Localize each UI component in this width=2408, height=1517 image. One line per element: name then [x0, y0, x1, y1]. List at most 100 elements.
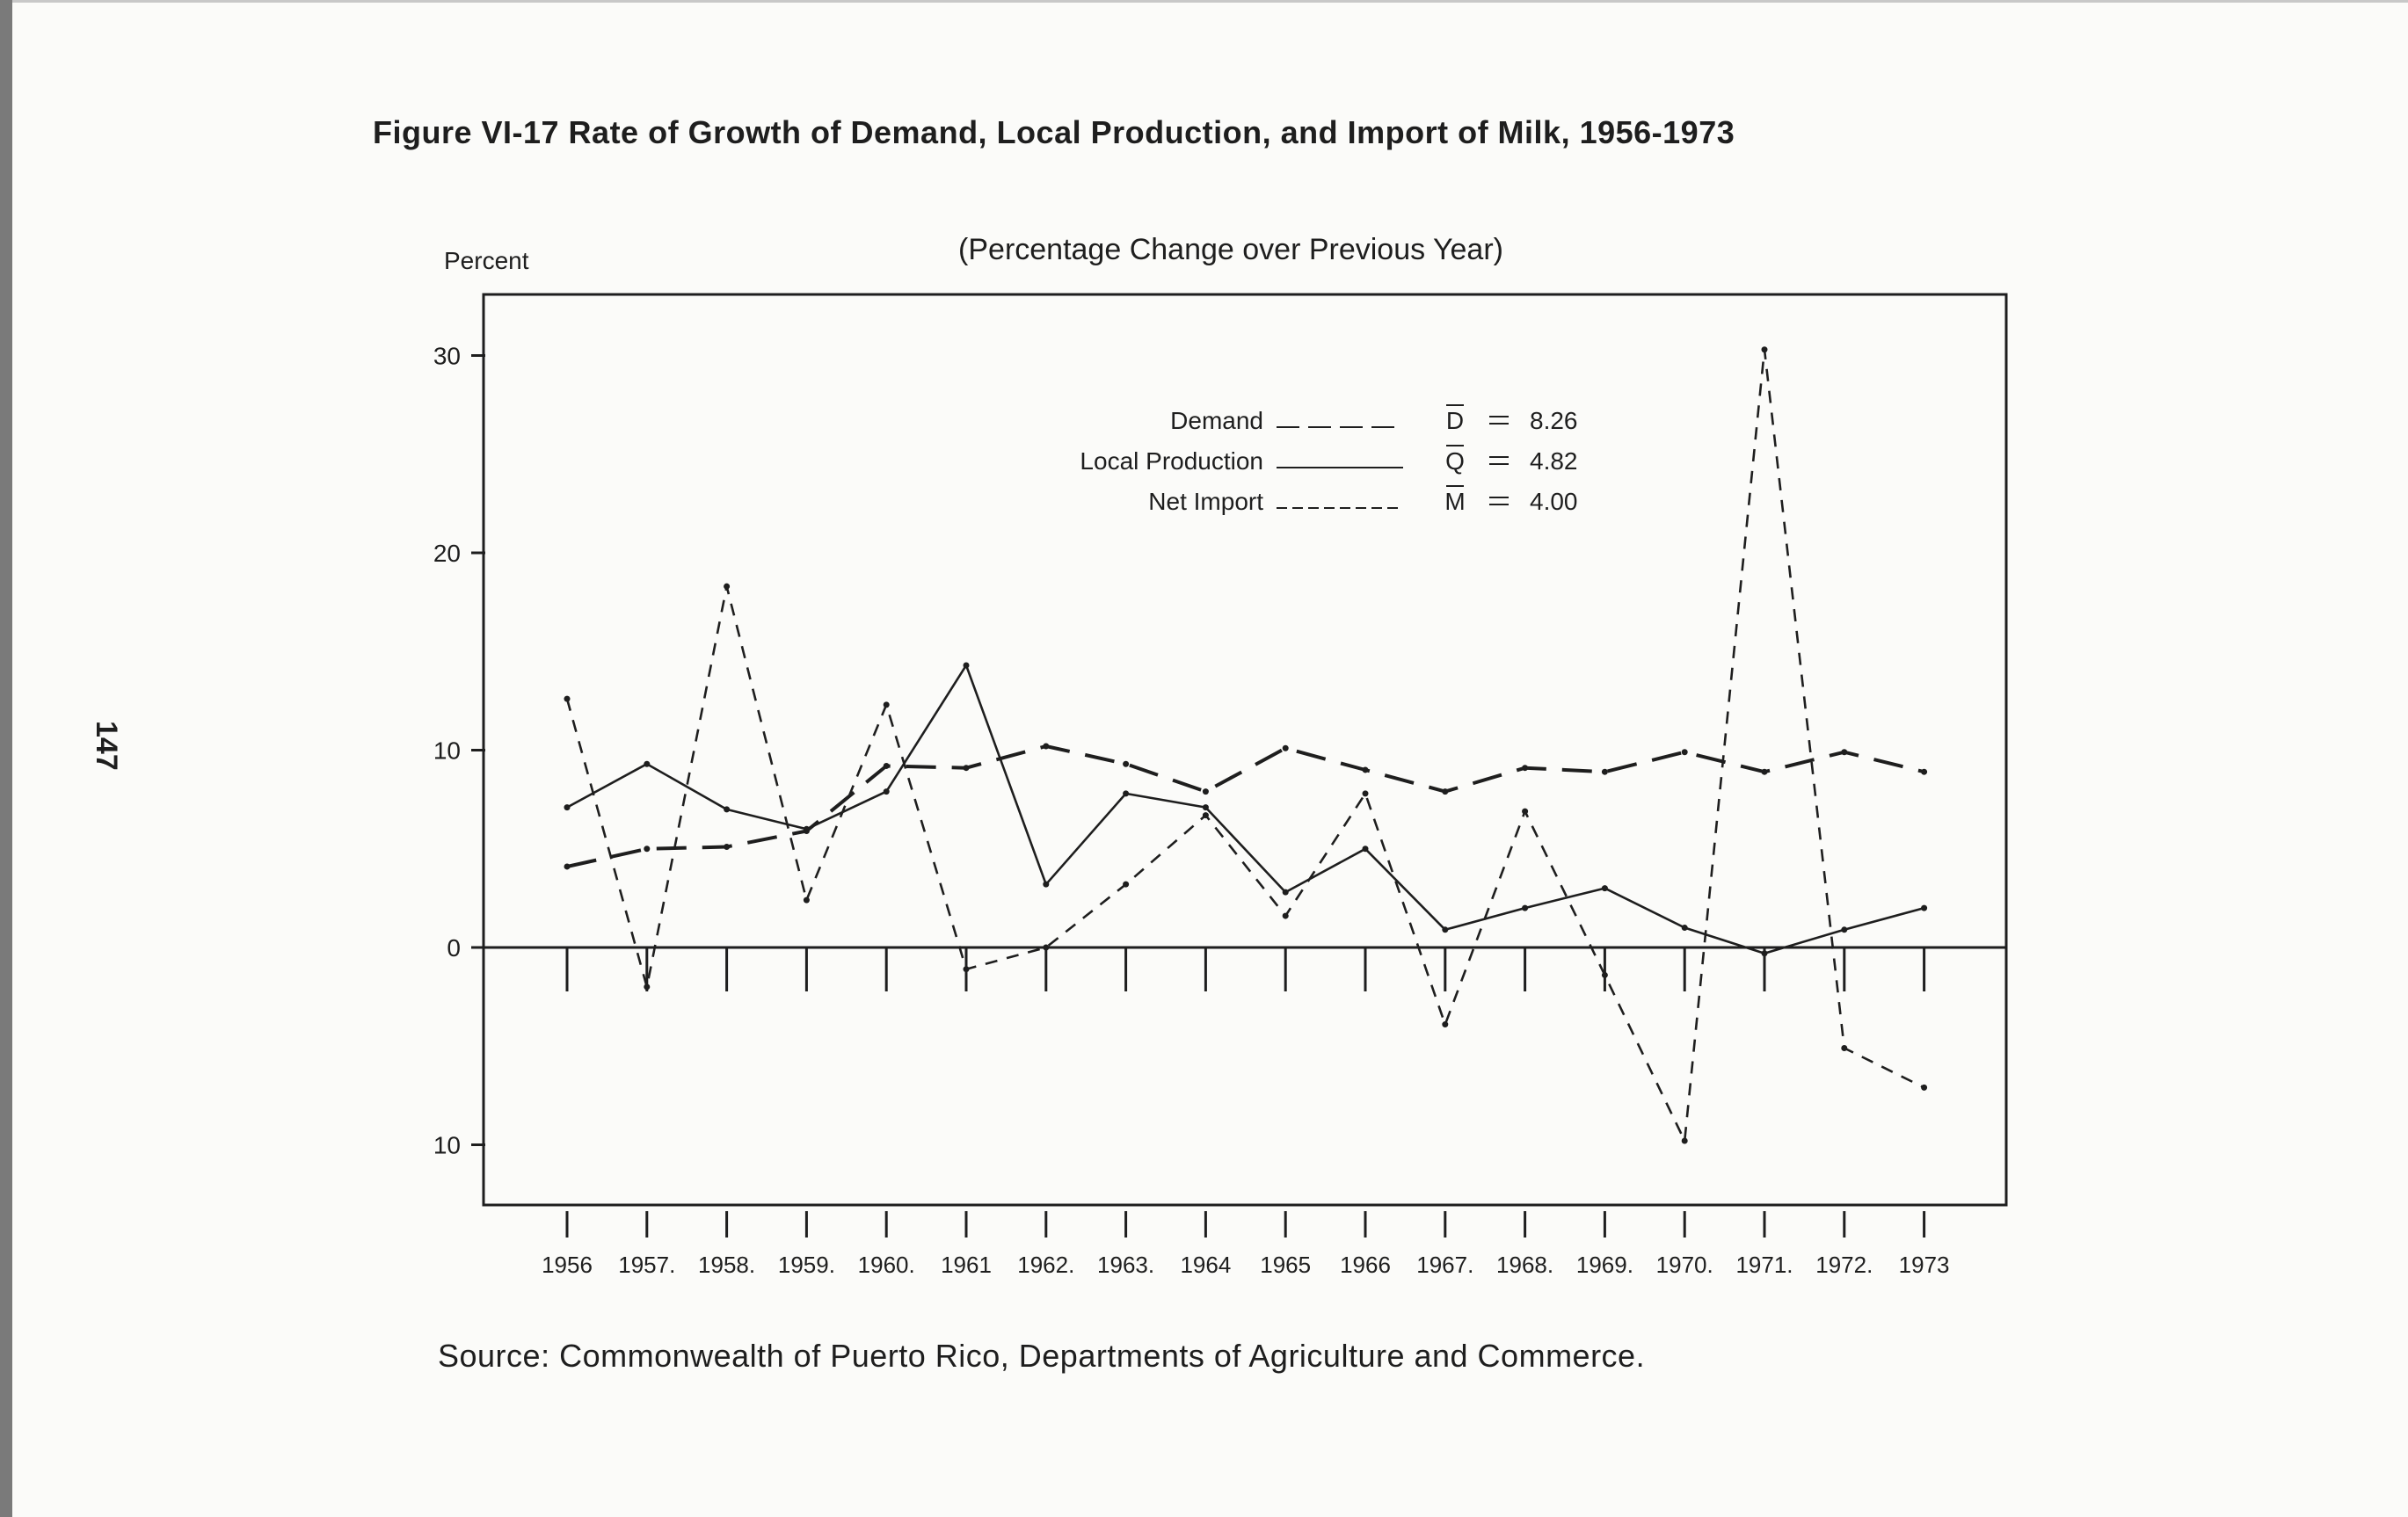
legend-mean-value: 4.82: [1530, 447, 1578, 475]
data-point: [1522, 808, 1529, 815]
data-point: [1043, 743, 1050, 750]
x-tick-label: 1969.: [1576, 1252, 1633, 1278]
x-tick-label: 1964: [1180, 1252, 1231, 1278]
data-point: [1522, 904, 1529, 911]
data-point: [803, 896, 810, 904]
legend-series-label: Demand: [1170, 407, 1263, 434]
data-point: [1921, 904, 1928, 911]
x-tick-label: 1973: [1899, 1252, 1950, 1278]
data-point: [1841, 926, 1848, 933]
x-tick-label: 1967.: [1416, 1252, 1473, 1278]
data-point: [1761, 768, 1768, 775]
data-point: [803, 825, 810, 832]
data-point: [1043, 944, 1050, 951]
x-tick-label: 1957.: [618, 1252, 675, 1278]
legend-series-label: Local Production: [1080, 447, 1263, 475]
data-point: [1442, 926, 1449, 933]
x-tick-label: 1963.: [1097, 1252, 1154, 1278]
data-point: [1761, 346, 1768, 353]
data-point: [963, 966, 970, 973]
y-tick-label: 20: [433, 540, 461, 567]
data-point: [564, 695, 571, 702]
data-point: [1362, 766, 1369, 773]
data-point: [963, 662, 970, 669]
data-point: [1202, 788, 1209, 795]
data-point: [1123, 760, 1130, 767]
data-point: [644, 760, 651, 767]
series-local-production: [564, 662, 1928, 957]
data-point: [883, 701, 890, 708]
baseline-ticks: [565, 947, 1926, 991]
x-tick-label: 1965: [1260, 1252, 1311, 1278]
series-lines: [564, 346, 1928, 1144]
data-point: [724, 583, 731, 590]
data-point: [963, 765, 970, 772]
data-point: [1601, 971, 1608, 978]
legend: Demand D 8.26 Local Production Q 4.82 Net Impo…: [1080, 404, 1578, 515]
source-note: Source: Commonwealth of Puerto Rico, Dep…: [438, 1338, 1646, 1374]
x-tick-label: 1962.: [1017, 1252, 1074, 1278]
data-point: [1681, 925, 1688, 932]
x-tick-label: 1961: [941, 1252, 992, 1278]
x-tick-label: 1959.: [778, 1252, 835, 1278]
data-point: [1761, 950, 1768, 957]
data-point: [644, 984, 651, 991]
series-net-import: [564, 346, 1928, 1144]
data-point: [883, 762, 890, 769]
data-point: [1123, 790, 1130, 797]
data-point: [1362, 846, 1369, 853]
data-point: [1202, 804, 1209, 811]
data-point: [1282, 912, 1289, 919]
x-tick-label: 1960.: [858, 1252, 915, 1278]
x-tick-label: 1970.: [1656, 1252, 1713, 1278]
y-ticks: 30 20 10 0 10: [433, 343, 485, 1159]
y-axis-label: Percent: [444, 247, 529, 274]
data-point: [1282, 889, 1289, 896]
data-point: [1841, 749, 1848, 756]
y-tick-label: 0: [447, 934, 461, 962]
data-point: [1921, 768, 1928, 775]
page-top-edge: [12, 0, 2408, 3]
data-point: [1522, 765, 1529, 772]
legend-mean-symbol: Q: [1445, 447, 1465, 475]
x-tick-labels: 1956 1957. 1958. 1959. 1960. 1961 1962. 1963. 19…: [542, 1252, 1949, 1278]
x-tick-label: 1972.: [1815, 1252, 1873, 1278]
data-point: [1681, 1137, 1688, 1144]
data-point: [564, 804, 571, 811]
legend-mean-symbol: D: [1446, 407, 1464, 434]
data-point: [1123, 881, 1130, 888]
figure-title: Figure VI-17 Rate of Growth of Demand, L…: [373, 114, 1735, 150]
data-point: [1601, 885, 1608, 892]
x-tick-label: 1968.: [1496, 1252, 1553, 1278]
x-tick-label: 1966: [1340, 1252, 1391, 1278]
data-point: [1362, 790, 1369, 797]
data-point: [1202, 812, 1209, 819]
y-tick-label: 30: [433, 343, 461, 370]
x-tick-label: 1971.: [1735, 1252, 1793, 1278]
chart-subtitle: (Percentage Change over Previous Year): [958, 233, 1503, 266]
y-tick-label: 10: [433, 1132, 461, 1159]
series-line: [566, 664, 1924, 954]
x-axis-ticks: [565, 1211, 1926, 1238]
data-point: [1282, 744, 1289, 751]
series-demand: [564, 743, 1928, 870]
data-point: [564, 863, 571, 870]
data-point: [1681, 749, 1688, 756]
x-tick-label: 1958.: [698, 1252, 755, 1278]
series-line: [566, 744, 1925, 868]
data-point: [724, 806, 731, 813]
legend-series-label: Net Import: [1148, 488, 1263, 515]
data-point: [1442, 788, 1449, 795]
data-point: [1601, 768, 1608, 775]
data-point: [1841, 1044, 1848, 1051]
data-point: [724, 844, 731, 851]
legend-mean-value: 8.26: [1530, 407, 1578, 434]
data-point: [1921, 1084, 1928, 1091]
legend-mean-symbol: M: [1444, 488, 1465, 515]
data-point: [1442, 1021, 1449, 1028]
page-left-edge: [0, 0, 12, 1517]
data-point: [1043, 881, 1050, 888]
legend-mean-value: 4.00: [1530, 488, 1578, 515]
data-point: [644, 846, 651, 853]
